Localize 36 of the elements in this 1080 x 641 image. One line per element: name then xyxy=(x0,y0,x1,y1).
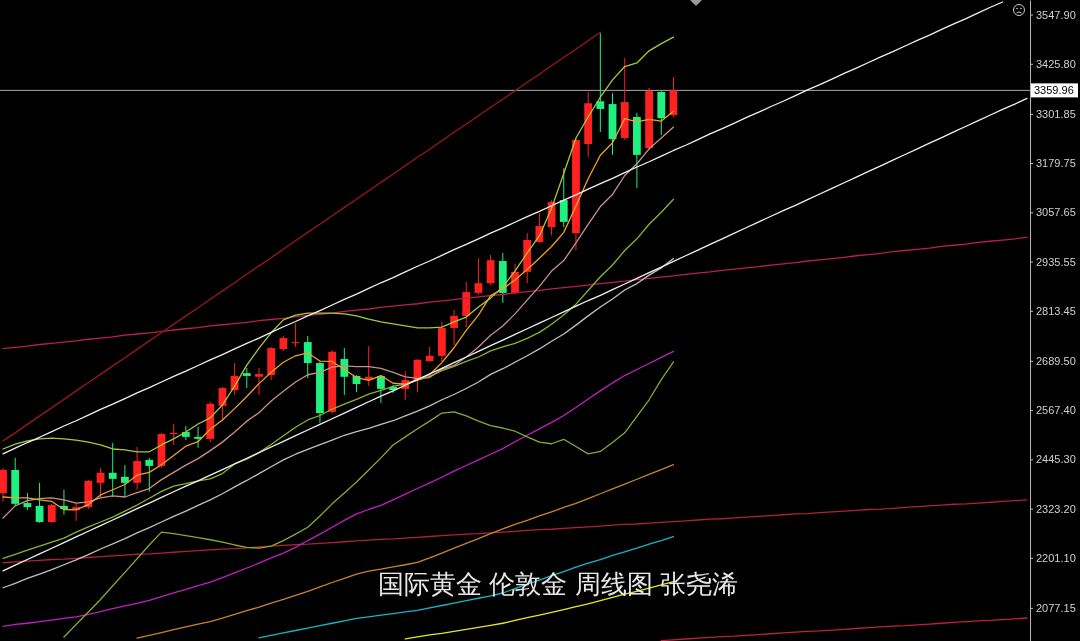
line-series xyxy=(2,499,1028,564)
line-series xyxy=(2,236,1028,350)
candlestick xyxy=(47,503,56,524)
candlestick xyxy=(121,464,129,498)
y-tick-label: 3547.90 xyxy=(1036,8,1076,21)
y-tick-label: 2935.55 xyxy=(1036,255,1076,268)
y-tick-label: 2323.20 xyxy=(1036,502,1076,515)
y-tick-label: 2077.15 xyxy=(1036,601,1076,614)
candlestick xyxy=(559,167,568,228)
candlestick xyxy=(596,32,605,133)
y-tick-label: 3057.65 xyxy=(1036,206,1076,219)
candlestick xyxy=(145,457,154,493)
candlestick xyxy=(108,442,117,498)
y-tick-label: 3425.80 xyxy=(1036,57,1076,70)
candlestick xyxy=(133,446,141,491)
candlestick xyxy=(242,367,251,389)
line-series xyxy=(2,1,1004,455)
y-tick-label: 2445.30 xyxy=(1036,453,1076,466)
candlestick xyxy=(462,281,471,328)
line-series xyxy=(2,97,1028,572)
candlestick xyxy=(303,335,312,379)
y-tick-label: 3179.75 xyxy=(1036,157,1076,170)
candlestick xyxy=(0,467,7,503)
candlestick xyxy=(377,374,385,404)
candlestick xyxy=(474,257,483,296)
line-series xyxy=(660,617,1028,641)
line-series xyxy=(2,198,675,559)
y-tick-label: 2689.50 xyxy=(1036,354,1076,367)
y-tick-label: 2567.40 xyxy=(1036,404,1076,417)
y-tick-label: 2201.10 xyxy=(1036,551,1076,564)
ref-line-label: 3359.96 xyxy=(1034,84,1074,97)
candlestick xyxy=(255,367,263,396)
y-tick-label: 3301.85 xyxy=(1036,107,1076,120)
candlestick xyxy=(486,254,495,286)
y-tick-label: 2813.45 xyxy=(1036,304,1076,317)
candlestick xyxy=(450,309,458,346)
